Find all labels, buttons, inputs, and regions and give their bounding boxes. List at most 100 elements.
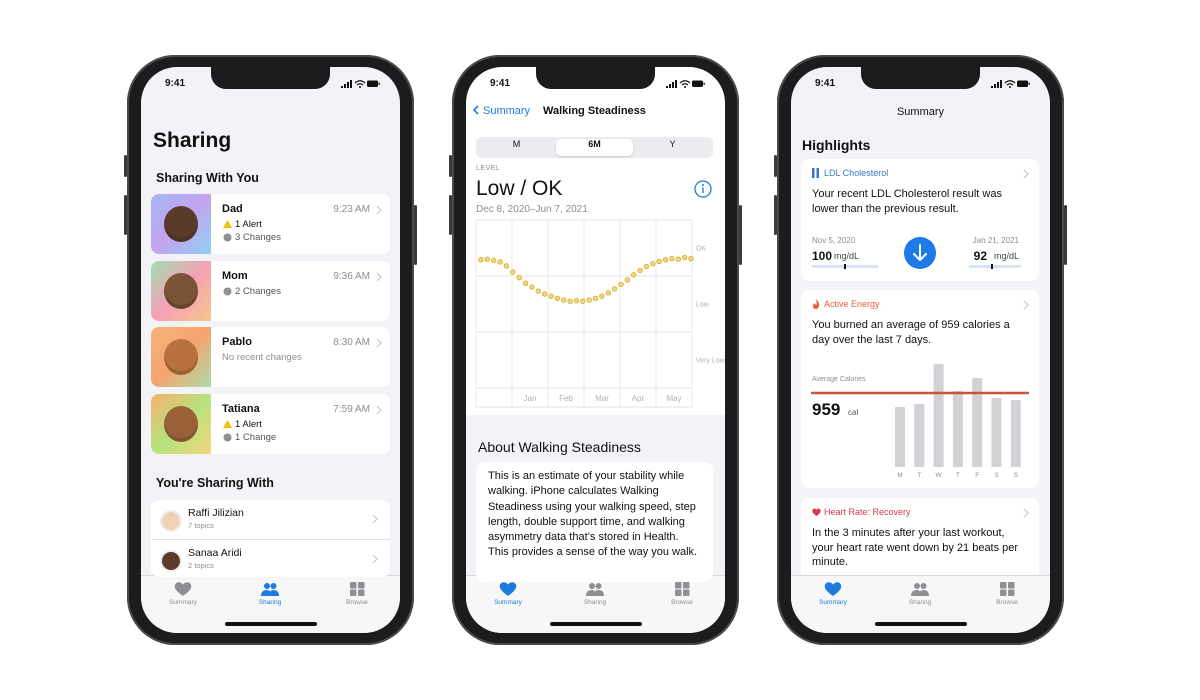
chevron (376, 272, 382, 281)
highlight-card[interactable]: Active Energy You burned an average of 95… (801, 290, 1039, 488)
home-indicator (875, 622, 967, 626)
tab-label: Browse (671, 599, 693, 606)
chevron (473, 105, 479, 115)
steadiness-dot (624, 277, 631, 283)
highlight-card[interactable]: Heart Rate: Recovery In the 3 minutes aft… (801, 498, 1039, 588)
signal-bar (344, 84, 346, 88)
changes-circle (223, 433, 232, 441)
tab-item[interactable]: Summary (803, 576, 863, 616)
tab-item[interactable]: Summary (153, 576, 213, 616)
chevron-line (1023, 169, 1029, 179)
steadiness-dot (541, 291, 548, 297)
about-card: This is an estimate of your stability wh… (476, 462, 713, 582)
chevron (376, 405, 382, 414)
signal-bar (994, 84, 996, 88)
person-name: Tatiana (222, 402, 260, 415)
segment[interactable]: M (478, 139, 555, 156)
signal-bar (1000, 80, 1002, 88)
side-button (739, 205, 742, 265)
steadiness-dot (650, 260, 656, 267)
person-time: 7:59 AM (333, 403, 370, 415)
steadiness-dot (567, 298, 573, 304)
segment-label: 6M (588, 139, 601, 149)
card-text: In the 3 minutes after your last workout… (812, 527, 1019, 568)
chevron-line (376, 405, 382, 414)
tab-label: Summary (494, 599, 522, 606)
calorie-bar (991, 398, 1002, 467)
steadiness-dot (484, 256, 491, 262)
steadiness-dot (573, 297, 580, 304)
day-label: T (956, 472, 960, 479)
person-row[interactable]: Tatiana 7:59 AM 1 Alert 1 Change (151, 393, 390, 454)
person-row[interactable]: Mom 9:36 AM 2 Changes (151, 260, 390, 321)
avatar (151, 327, 211, 387)
side-button (124, 195, 127, 235)
small-avatar (160, 510, 182, 532)
signal-bar (991, 86, 993, 88)
memoji (164, 405, 198, 442)
notch (536, 67, 655, 89)
person-icon (920, 583, 927, 589)
wifi-dot (684, 86, 686, 88)
tab-label: Sharing (908, 599, 932, 606)
tab-label: Summary (819, 599, 847, 606)
section-heading: You're Sharing With (156, 476, 274, 490)
x-tick-label: May (666, 394, 681, 403)
tab-item[interactable]: Sharing (890, 576, 950, 616)
chevron-line (372, 514, 378, 524)
steadiness-dot (503, 263, 510, 269)
home-indicator (550, 622, 642, 626)
steadiness-dot (548, 293, 554, 299)
x-tick-label: Mar (595, 394, 609, 403)
steadiness-dot (522, 280, 529, 286)
about-heading: About Walking Steadiness (478, 439, 641, 455)
wifi-dot (1009, 86, 1011, 88)
notch (211, 67, 330, 89)
flame-icon (813, 299, 820, 309)
person-name: Pablo (222, 336, 252, 348)
signal-bar (675, 80, 677, 88)
steadiness-dot (656, 258, 662, 265)
tab-icon (350, 582, 365, 596)
person-time: 9:23 AM (333, 204, 370, 215)
tab-item[interactable]: Browse (327, 576, 387, 616)
y-tick-label: OK (696, 246, 706, 253)
segment[interactable]: Y (634, 139, 711, 156)
highlight-card[interactable]: LDL Cholesterol Your recent LDL Cholester… (801, 159, 1039, 281)
tab-item[interactable]: Sharing (565, 576, 625, 616)
person-row[interactable]: Dad 9:23 AM 1 Alert 3 Changes (151, 194, 390, 254)
screen: 9:41 Summary Sharing Browse Summary Walking S… (466, 67, 725, 633)
grid-icon (1000, 582, 1007, 589)
back-button[interactable]: Summary (483, 105, 531, 117)
side-button (124, 155, 127, 177)
tab-item[interactable]: Browse (977, 576, 1037, 616)
grid-icon (675, 582, 682, 589)
changes-text: 1 Change (235, 431, 277, 443)
person-row[interactable]: Pablo 8:30 AM No recent changes (151, 327, 390, 387)
segment[interactable]: 6M (556, 139, 633, 156)
section-heading: Sharing With You (156, 171, 259, 185)
sharing-card: Raffi Jilizian 7 topics Sanaa Aridi 2 topic… (151, 500, 390, 577)
screen: 9:41 Summary Sharing Browse Sharing Sharing W… (141, 67, 400, 633)
heart-icon (812, 508, 821, 516)
tab-item[interactable]: Browse (652, 576, 712, 616)
calorie-bar (952, 391, 963, 467)
status-icons (991, 80, 1030, 88)
calorie-bar (895, 406, 905, 467)
tab-item[interactable]: Summary (478, 576, 538, 616)
person-icon (589, 583, 595, 589)
steadiness-dot (510, 269, 516, 275)
sharing-row[interactable]: Raffi Jilizian 7 topics (151, 500, 390, 538)
person-icon (261, 590, 279, 596)
tab-icon (174, 582, 192, 596)
grid-icon (1000, 589, 1007, 596)
steadiness-dot (535, 288, 541, 294)
steadiness-dot (681, 254, 688, 261)
tab-icon (1000, 582, 1015, 596)
card-title: Active Energy (824, 299, 880, 309)
sharing-row[interactable]: Sanaa Aridi 2 topics (151, 538, 390, 578)
tab-item[interactable]: Sharing (240, 576, 300, 616)
card-title: LDL Cholesterol (824, 168, 889, 178)
chevron (1023, 169, 1029, 179)
side-button (449, 155, 452, 177)
